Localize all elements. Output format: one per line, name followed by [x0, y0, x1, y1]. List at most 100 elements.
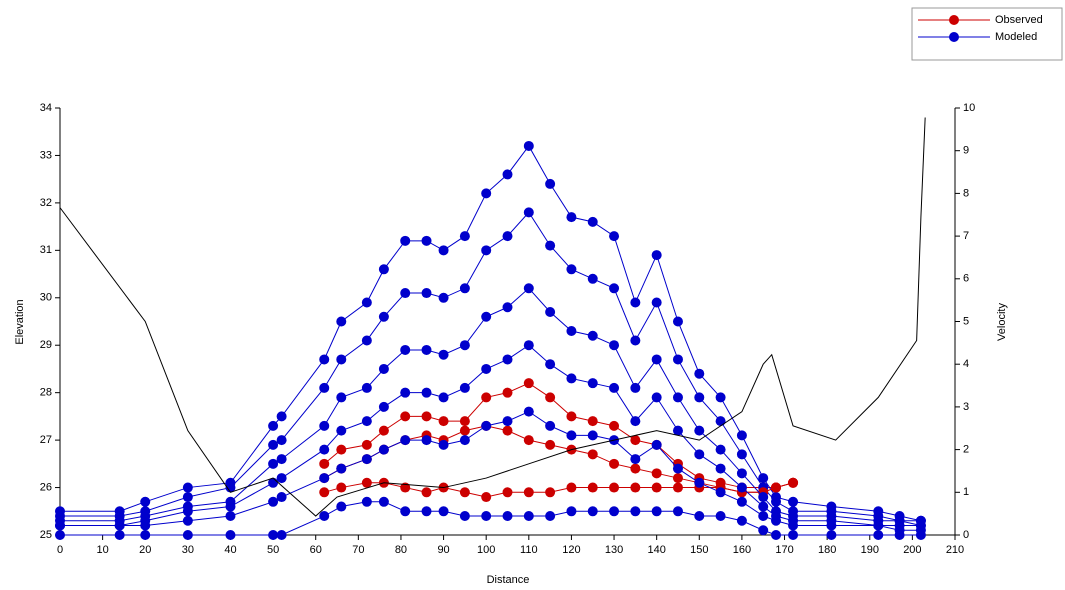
x-tick-label: 190: [861, 544, 879, 556]
marker: [481, 420, 492, 431]
marker: [523, 435, 534, 446]
y2-tick-label: 4: [963, 358, 969, 370]
marker: [873, 520, 884, 531]
y-tick-label: 30: [40, 292, 52, 304]
x-tick-label: 140: [647, 544, 665, 556]
y-tick-label: 33: [40, 149, 52, 161]
x-tick-label: 100: [477, 544, 495, 556]
marker: [400, 411, 411, 422]
y2-tick-label: 2: [963, 444, 969, 456]
y-tick-label: 28: [40, 387, 52, 399]
marker: [182, 482, 193, 493]
marker: [481, 363, 492, 374]
y2-tick-label: 1: [963, 486, 969, 498]
marker: [502, 354, 513, 365]
marker: [523, 283, 534, 294]
marker: [268, 439, 279, 450]
legend-label: Observed: [995, 14, 1043, 26]
marker: [630, 463, 641, 474]
x-tick-label: 50: [267, 544, 279, 556]
marker: [361, 439, 372, 450]
x-tick-label: 160: [733, 544, 751, 556]
marker: [268, 420, 279, 431]
marker: [481, 511, 492, 522]
marker: [319, 382, 330, 393]
marker: [758, 492, 769, 503]
marker: [361, 496, 372, 507]
marker: [438, 349, 449, 360]
marker: [758, 511, 769, 522]
marker: [502, 416, 513, 427]
marker: [651, 354, 662, 365]
marker: [523, 207, 534, 218]
marker: [400, 435, 411, 446]
marker: [55, 520, 65, 531]
x-tick-label: 150: [690, 544, 708, 556]
marker: [566, 430, 577, 441]
marker: [400, 387, 411, 398]
marker: [336, 354, 347, 365]
marker: [319, 473, 330, 484]
x-tick-label: 130: [605, 544, 623, 556]
marker: [566, 506, 577, 517]
marker: [545, 439, 556, 450]
marker: [421, 387, 432, 398]
marker: [459, 231, 470, 242]
marker: [400, 506, 411, 517]
marker: [587, 416, 598, 427]
marker: [481, 392, 492, 403]
marker: [609, 482, 620, 493]
marker: [894, 530, 905, 540]
marker: [545, 487, 556, 498]
marker: [276, 530, 287, 540]
x-tick-label: 80: [395, 544, 407, 556]
marker: [421, 344, 432, 355]
marker: [715, 463, 726, 474]
marker: [459, 283, 470, 294]
marker: [694, 511, 705, 522]
x-tick-label: 20: [139, 544, 151, 556]
y2-tick-label: 6: [963, 273, 969, 285]
marker: [545, 240, 556, 251]
x-tick-label: 210: [946, 544, 964, 556]
marker: [609, 458, 620, 469]
marker: [694, 477, 705, 488]
marker: [694, 449, 705, 460]
marker: [361, 416, 372, 427]
marker: [336, 392, 347, 403]
y-axis-label: Elevation: [14, 299, 26, 344]
marker: [361, 454, 372, 465]
marker: [566, 411, 577, 422]
marker: [771, 515, 781, 526]
marker: [694, 392, 705, 403]
marker: [182, 492, 193, 503]
marker: [400, 235, 411, 246]
marker: [502, 231, 513, 242]
marker: [523, 511, 534, 522]
marker: [651, 506, 662, 517]
marker: [651, 297, 662, 308]
marker: [114, 520, 125, 531]
marker: [319, 458, 330, 469]
marker: [140, 530, 151, 540]
marker: [319, 444, 330, 455]
marker: [758, 525, 769, 536]
marker: [378, 363, 389, 374]
marker: [481, 311, 492, 322]
marker: [788, 520, 799, 531]
marker: [651, 468, 662, 479]
marker: [672, 463, 683, 474]
marker: [400, 288, 411, 299]
marker: [771, 482, 781, 493]
marker: [915, 530, 926, 540]
marker: [459, 511, 470, 522]
marker: [502, 302, 513, 313]
marker: [545, 359, 556, 370]
marker: [587, 273, 598, 284]
y2-tick-label: 8: [963, 187, 969, 199]
series-line: [60, 145, 922, 522]
marker: [545, 420, 556, 431]
x-tick-label: 10: [96, 544, 108, 556]
y-tick-label: 25: [40, 529, 52, 541]
